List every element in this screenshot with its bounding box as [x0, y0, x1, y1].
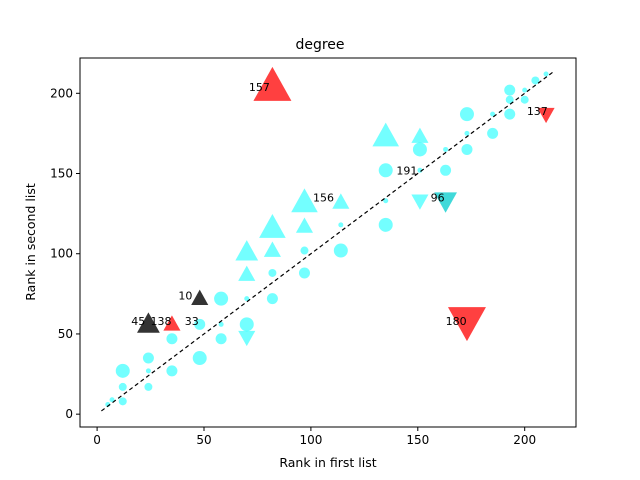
- y-axis-ticks: 0 50 100 150 200: [50, 86, 80, 421]
- data-point-cyan-circle: [522, 87, 528, 93]
- data-point-cyan-circle: [543, 71, 549, 77]
- data-point-cyan-circle: [142, 352, 154, 364]
- data-point-cyan-triangle-up: [259, 214, 286, 238]
- data-point-cyan-circle: [520, 95, 529, 104]
- x-tick-label: 100: [299, 433, 322, 447]
- data-point-cyan-triangle-up: [238, 265, 256, 281]
- data-point-cyan-circle: [378, 217, 393, 232]
- data-point-cyan-circle: [490, 111, 496, 117]
- point-annotation: 156: [313, 192, 334, 205]
- data-point-black-triangle-up: [191, 289, 209, 305]
- chart-title: degree: [295, 37, 344, 53]
- data-point-cyan-triangle-up: [263, 241, 281, 257]
- point-annotation: 138: [151, 315, 172, 328]
- data-point-cyan-circle: [115, 363, 130, 378]
- data-point-red-triangle-up: [163, 315, 181, 331]
- data-point-cyan-circle: [166, 365, 178, 377]
- data-point-cyan-circle: [412, 142, 427, 157]
- data-point-cyan-circle: [239, 317, 254, 332]
- data-point-cyan-circle: [333, 243, 348, 258]
- x-axis-label: Rank in first list: [279, 455, 376, 470]
- data-point-cyan-circle: [300, 246, 309, 255]
- x-tick-label: 200: [513, 433, 536, 447]
- y-axis-label: Rank in second list: [23, 183, 38, 301]
- data-point-cyan-circle: [109, 397, 115, 403]
- y-tick-label: 200: [50, 86, 73, 100]
- y-tick-label: 100: [50, 247, 73, 261]
- data-point-red-triangle-down: [537, 107, 555, 124]
- data-point-cyan-triangle-up: [295, 217, 314, 233]
- data-point-cyan-circle: [504, 108, 516, 120]
- data-point-cyan-circle: [166, 333, 178, 345]
- y-tick-label: 50: [58, 327, 73, 341]
- point-annotation: 180: [446, 315, 467, 328]
- data-point-cyan-circle: [378, 163, 393, 178]
- data-point-cyan-triangle-up: [291, 188, 318, 213]
- data-point-cyan-circle: [504, 84, 516, 96]
- data-point-teal-triangle-down: [434, 192, 457, 213]
- data-point-cyan-circle: [268, 268, 277, 277]
- y-tick-label: 150: [50, 167, 73, 181]
- data-point-cyan-circle: [440, 164, 452, 176]
- x-tick-label: 150: [406, 433, 429, 447]
- data-point-red-triangle-up: [253, 66, 292, 101]
- point-annotation: 96: [431, 192, 445, 205]
- data-point-cyan-triangle-down: [238, 330, 256, 347]
- data-point-cyan-circle: [443, 146, 449, 152]
- data-point-red-triangle-down: [447, 307, 486, 342]
- data-point-cyan-circle: [145, 368, 151, 374]
- data-point-cyan-circle: [459, 107, 474, 122]
- point-annotation: 157: [249, 81, 270, 94]
- data-point-cyan-circle: [464, 130, 470, 136]
- data-point-cyan-circle: [487, 127, 499, 139]
- diagonal-reference-line: [101, 71, 553, 412]
- data-point-cyan-circle: [192, 351, 207, 366]
- data-point-cyan-triangle-up: [411, 127, 429, 143]
- point-annotation: 33: [185, 315, 199, 328]
- data-point-cyan-circle: [218, 321, 224, 327]
- data-point-cyan-circle: [214, 291, 229, 306]
- data-point-cyan-circle: [215, 333, 227, 345]
- data-point-cyan-circle: [118, 382, 127, 391]
- x-axis-ticks: 0 50 100 150 200: [93, 427, 536, 447]
- data-point-cyan-circle: [144, 382, 153, 391]
- data-point-cyan-circle: [338, 222, 344, 228]
- data-point-cyan-circle: [298, 267, 310, 279]
- point-annotation: 137: [527, 105, 548, 118]
- data-point-black-triangle-up: [137, 312, 160, 333]
- plot-frame: [79, 57, 577, 428]
- data-point-cyan-circle: [505, 95, 514, 104]
- x-tick-label: 0: [93, 433, 101, 447]
- y-tick-label: 0: [65, 407, 73, 421]
- data-point-cyan-triangle-down: [411, 194, 429, 210]
- data-point-cyan-circle: [383, 198, 389, 204]
- point-annotation: 45: [131, 315, 145, 328]
- data-point-cyan-circle: [531, 76, 540, 85]
- data-point-cyan-triangle-up: [235, 240, 259, 261]
- x-tick-label: 50: [196, 433, 211, 447]
- data-marks: [105, 66, 555, 408]
- point-annotation: 191: [396, 164, 417, 177]
- data-point-cyan-circle: [118, 397, 127, 406]
- data-point-cyan-triangle-up: [372, 122, 400, 147]
- point-annotations: 157 137 191 156 96 10 45 138 33 180: [131, 81, 548, 328]
- data-point-cyan-circle: [244, 296, 250, 302]
- data-point-cyan-circle: [266, 293, 278, 305]
- point-annotation: 10: [178, 289, 192, 302]
- data-point-cyan-circle: [194, 318, 206, 330]
- data-point-cyan-circle: [461, 143, 473, 155]
- data-point-cyan-triangle-up: [332, 193, 350, 209]
